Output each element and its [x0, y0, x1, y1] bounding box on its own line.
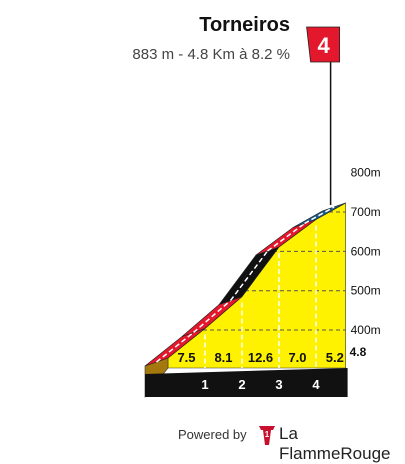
elevation-tick-label: 400m [351, 323, 381, 337]
powered-by-label: Powered by [178, 427, 247, 442]
flag-number: 4 [317, 33, 330, 58]
climb-profile-chart: 400m 500m 600m 700m 800m 7.5 8.1 12.6 7.0 5.2 1 2 3 4… [144, 26, 381, 398]
climb-title: Torneiros [199, 14, 290, 36]
segment-gradient-label: 7.0 [288, 350, 306, 365]
segment-gradient-label: 5.2 [326, 350, 344, 365]
ribbon-centre-line [193, 300, 231, 334]
ribbon-centre-line [304, 206, 335, 225]
profile-base-band [145, 368, 348, 397]
segment-gradient-label: 7.5 [177, 350, 195, 365]
elevation-tick-label: 600m [351, 244, 381, 258]
svg-text:1: 1 [265, 430, 270, 439]
km-marker-label: 1 [201, 377, 208, 392]
ribbon-centre-line [229, 250, 269, 302]
km-marker-label: 4 [312, 377, 320, 392]
km-marker-label: 2 [238, 377, 245, 392]
flamme-rouge-logo-icon: 1 [259, 426, 275, 445]
segment-gradient-label: 12.6 [248, 350, 273, 365]
climb-subtitle: 883 m - 4.8 Km à 8.2 % [132, 46, 290, 63]
elevation-tick-label: 800m [351, 166, 381, 180]
total-distance-label: 4.8 [350, 345, 367, 359]
profile-area [167, 202, 346, 369]
elevation-tick-label: 700m [351, 205, 381, 219]
elevation-tick-label: 500m [351, 284, 381, 298]
brand-name[interactable]: La FlammeRouge [279, 424, 391, 463]
footer: Powered by 1 La FlammeRouge [178, 424, 403, 463]
segment-gradient-label: 8.1 [214, 350, 232, 365]
km-marker-label: 3 [275, 377, 282, 392]
flag-banner [306, 26, 340, 63]
